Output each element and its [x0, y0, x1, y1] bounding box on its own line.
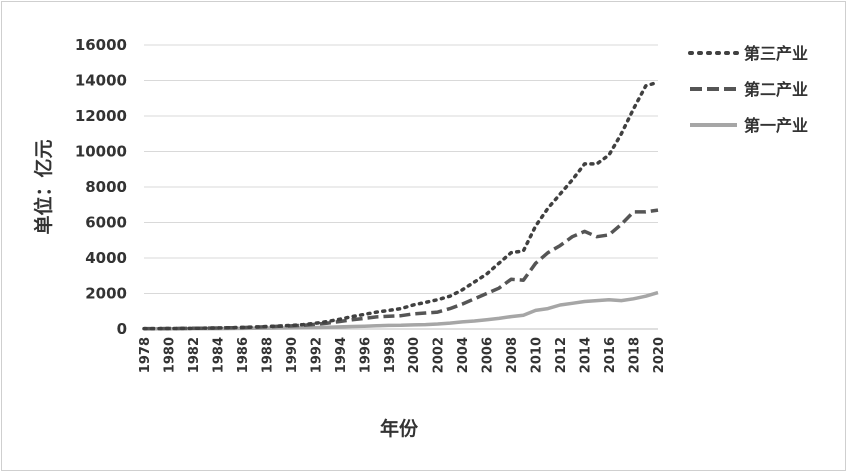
x-tick-label: 1992 — [309, 337, 324, 373]
series-line-2 — [144, 290, 659, 331]
x-tick-label: 2004 — [456, 337, 471, 373]
y-tick-label: 2000 — [85, 285, 127, 303]
x-tick-label: 2000 — [407, 337, 422, 373]
x-tick-label: 2012 — [554, 337, 569, 373]
legend-label-0: 第三产业 — [744, 44, 808, 63]
x-tick-label: 1990 — [285, 337, 300, 373]
y-tick-label: 12000 — [75, 107, 127, 125]
y-tick-label: 0 — [117, 320, 127, 338]
x-tick-label: 1988 — [260, 337, 275, 373]
x-tick-label: 2016 — [603, 337, 618, 373]
series-line-1 — [144, 208, 659, 331]
legend-label-1: 第二产业 — [744, 80, 808, 99]
series-line-0 — [142, 80, 660, 331]
x-tick-label: 1982 — [187, 337, 202, 373]
x-tick-label: 2002 — [432, 337, 447, 373]
x-tick-label: 1986 — [236, 337, 251, 373]
x-tick-label: 1994 — [334, 337, 349, 373]
x-axis-title: 年份 — [380, 417, 419, 440]
y-tick-label: 6000 — [85, 214, 127, 232]
x-tick-label: 1978 — [138, 337, 153, 373]
x-tick-label: 2008 — [505, 337, 520, 373]
x-tick-label: 1996 — [358, 337, 373, 373]
x-tick-label: 1984 — [211, 337, 226, 373]
x-tick-labels: 1978 1980 1982 1984 1986 1988 1990 1992 1994 1996… — [138, 337, 667, 373]
gridlines — [144, 44, 658, 294]
y-tick-label: 16000 — [75, 36, 127, 54]
x-tick-label: 2018 — [628, 337, 643, 373]
x-tick-label: 1980 — [162, 337, 177, 373]
x-tick-label: 2020 — [652, 337, 667, 373]
x-tick-label: 2006 — [481, 337, 496, 373]
x-tick-label: 1998 — [383, 337, 398, 373]
series-lines — [142, 80, 660, 331]
x-tick-label: 2010 — [530, 337, 545, 373]
y-tick-label: 4000 — [85, 249, 127, 267]
legend-label-2: 第一产业 — [744, 116, 808, 135]
y-axis-title: 单位：亿元 — [32, 139, 55, 234]
y-tick-label: 8000 — [85, 178, 127, 196]
x-tick-label: 2014 — [579, 337, 594, 373]
y-tick-label: 10000 — [75, 143, 127, 161]
y-tick-label: 14000 — [75, 72, 127, 90]
y-tick-labels: 0 2000 4000 6000 8000 10000 12000 14000 16000 — [75, 36, 127, 338]
